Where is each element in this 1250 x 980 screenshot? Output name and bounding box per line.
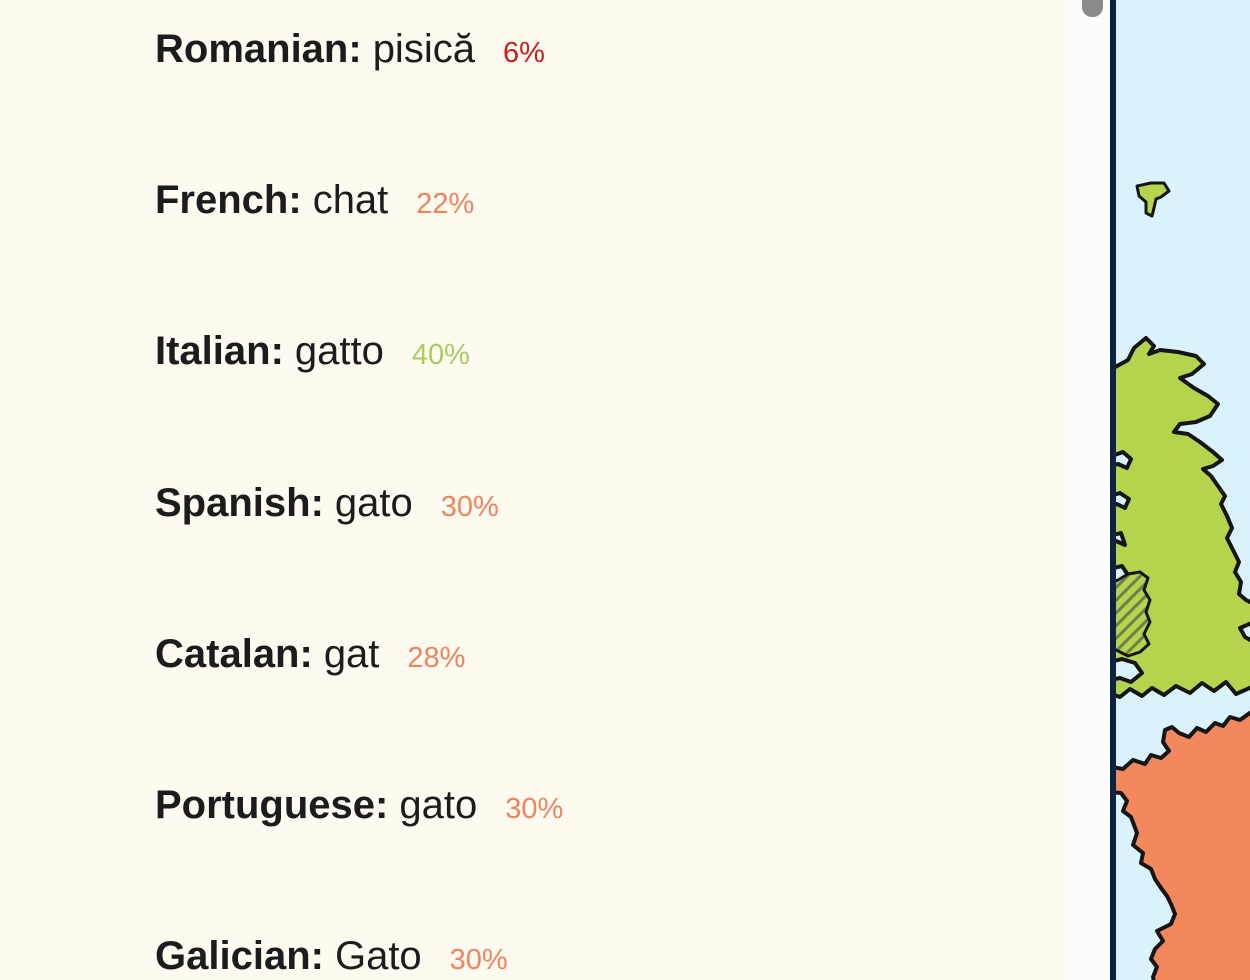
scrollbar-track[interactable] [1065, 0, 1110, 980]
map-left-border [1110, 0, 1116, 980]
translation-word: gato [334, 481, 413, 525]
list-item-french: French: chat 22% [155, 180, 474, 220]
similarity-percent: 28% [407, 642, 466, 674]
list-item-catalan: Catalan: gat 28% [155, 634, 465, 674]
language-label: French: [155, 178, 302, 222]
region-great-britain[interactable] [1116, 336, 1250, 699]
language-label: Catalan: [155, 632, 313, 676]
similarity-percent: 6% [502, 37, 545, 69]
translation-word: pisică [372, 27, 475, 71]
language-label: Spanish: [155, 481, 324, 525]
translation-word: gato [399, 783, 478, 827]
europe-map[interactable] [1116, 0, 1250, 980]
translation-word: gatto [294, 329, 384, 373]
language-label: Italian: [155, 329, 284, 373]
language-label: Galician: [155, 934, 324, 978]
translations-panel: Romanian: pisică 6% French: chat 22% Ita… [0, 0, 1065, 980]
translation-word: gat [323, 632, 380, 676]
similarity-percent: 30% [440, 491, 499, 523]
language-label: Romanian: [155, 27, 362, 71]
list-item-spanish: Spanish: gato 30% [155, 483, 499, 523]
similarity-percent: 30% [449, 944, 508, 976]
region-france[interactable] [1116, 710, 1250, 980]
similarity-percent: 40% [411, 339, 470, 371]
translation-word: chat [312, 178, 389, 222]
region-hatched-wales[interactable] [1116, 570, 1152, 658]
similarity-percent: 30% [505, 793, 564, 825]
list-item-galician: Galician: Gato 30% [155, 936, 508, 976]
translation-word: Gato [334, 934, 422, 978]
similarity-percent: 22% [416, 188, 475, 220]
language-label: Portuguese: [155, 783, 389, 827]
list-item-italian: Italian: gatto 40% [155, 331, 470, 371]
region-small-island[interactable] [1135, 181, 1171, 218]
list-item-portuguese: Portuguese: gato 30% [155, 785, 563, 825]
list-item-romanian: Romanian: pisică 6% [155, 29, 545, 69]
scrollbar-thumb[interactable] [1082, 0, 1103, 17]
